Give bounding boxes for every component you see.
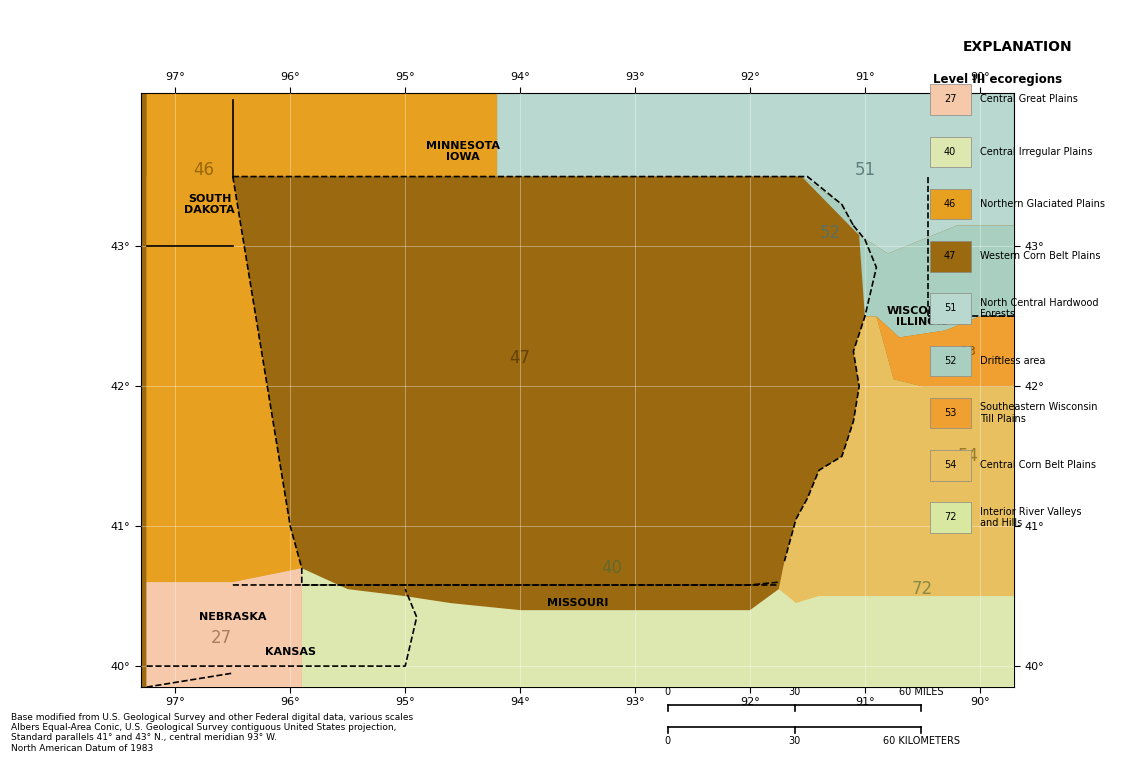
Text: Level III ecoregions: Level III ecoregions (933, 73, 1063, 86)
Text: 51: 51 (854, 161, 876, 178)
Text: 27: 27 (211, 629, 232, 647)
FancyBboxPatch shape (930, 398, 970, 428)
Text: WISCONSIN
ILLINOIS: WISCONSIN ILLINOIS (886, 306, 958, 327)
Polygon shape (147, 93, 497, 582)
Text: KANSAS: KANSAS (265, 647, 316, 657)
Polygon shape (877, 317, 1014, 386)
Text: MINNESOTA
IOWA: MINNESOTA IOWA (426, 141, 499, 162)
Polygon shape (497, 93, 1014, 253)
Text: Western Corn Belt Plains: Western Corn Belt Plains (980, 251, 1100, 261)
Polygon shape (779, 589, 1014, 687)
Text: 40: 40 (602, 559, 622, 577)
Text: EXPLANATION: EXPLANATION (962, 40, 1072, 54)
Text: 53: 53 (960, 345, 976, 358)
Text: Central Corn Belt Plains: Central Corn Belt Plains (980, 460, 1095, 470)
Text: 72: 72 (944, 513, 957, 523)
Text: 46: 46 (194, 161, 214, 178)
FancyBboxPatch shape (930, 241, 970, 272)
Polygon shape (233, 177, 877, 610)
Text: 54: 54 (944, 460, 957, 470)
Polygon shape (801, 177, 1014, 337)
Polygon shape (147, 568, 302, 687)
Polygon shape (147, 177, 302, 582)
Text: 30: 30 (789, 736, 800, 746)
FancyBboxPatch shape (930, 346, 970, 376)
Polygon shape (779, 317, 1014, 687)
Text: 27: 27 (944, 94, 957, 104)
Text: NEBRASKA: NEBRASKA (199, 612, 267, 622)
Text: 46: 46 (944, 199, 957, 208)
FancyBboxPatch shape (930, 503, 970, 533)
Text: Southeastern Wisconsin
Till Plains: Southeastern Wisconsin Till Plains (980, 402, 1098, 424)
Text: 60 MILES: 60 MILES (899, 687, 943, 697)
Text: Base modified from U.S. Geological Survey and other Federal digital data, variou: Base modified from U.S. Geological Surve… (11, 713, 414, 753)
Text: 47: 47 (944, 251, 957, 261)
FancyBboxPatch shape (930, 137, 970, 167)
Text: Northern Glaciated Plains: Northern Glaciated Plains (980, 199, 1104, 208)
Text: MISSOURI: MISSOURI (547, 598, 609, 608)
Text: 60 KILOMETERS: 60 KILOMETERS (882, 736, 960, 746)
Text: 54: 54 (958, 447, 979, 466)
Text: Central Irregular Plains: Central Irregular Plains (980, 147, 1092, 157)
Text: Central Great Plains: Central Great Plains (980, 94, 1077, 104)
Text: 53: 53 (944, 408, 957, 418)
Text: 30: 30 (789, 687, 800, 697)
Text: 51: 51 (944, 303, 957, 313)
Text: Interior River Valleys
and Hills: Interior River Valleys and Hills (980, 506, 1082, 528)
Text: 40: 40 (944, 147, 957, 157)
Text: 52: 52 (944, 356, 957, 366)
FancyBboxPatch shape (930, 84, 970, 115)
FancyBboxPatch shape (930, 293, 970, 324)
Text: 0: 0 (665, 687, 671, 697)
Text: 52: 52 (819, 224, 841, 242)
Text: 0: 0 (665, 736, 671, 746)
Text: Driftless area: Driftless area (980, 356, 1046, 366)
Text: 72: 72 (912, 581, 933, 598)
Polygon shape (302, 568, 1014, 687)
Text: SOUTH
DAKOTA: SOUTH DAKOTA (185, 194, 236, 215)
Text: North Central Hardwood
Forests: North Central Hardwood Forests (980, 297, 1099, 319)
FancyBboxPatch shape (930, 189, 970, 219)
Text: 47: 47 (509, 350, 531, 367)
Polygon shape (147, 568, 302, 687)
FancyBboxPatch shape (930, 450, 970, 481)
